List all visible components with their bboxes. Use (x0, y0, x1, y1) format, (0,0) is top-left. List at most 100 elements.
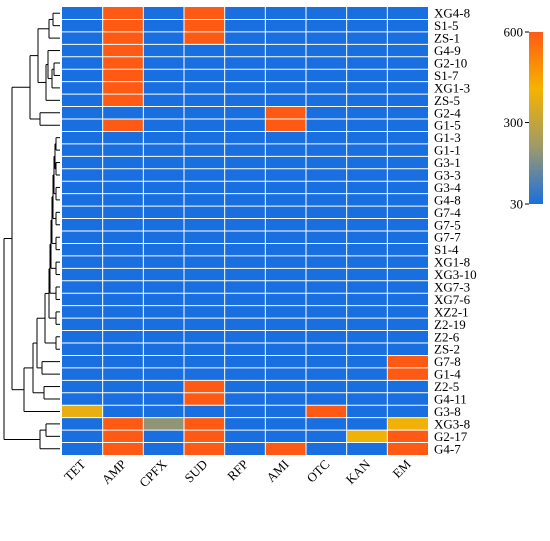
row-label: ZS-1 (434, 31, 460, 46)
heatmap-cell (265, 318, 306, 331)
heatmap-cell (62, 293, 103, 306)
heatmap-cell (306, 31, 347, 45)
heatmap-cell (224, 280, 266, 294)
heatmap-cell (62, 231, 103, 244)
row-label: G4-8 (434, 192, 461, 207)
heatmap-cell (62, 181, 103, 194)
heatmap-cell (346, 94, 388, 107)
heatmap-cell (346, 56, 388, 70)
heatmap-cell (387, 193, 428, 207)
heatmap-cell (306, 81, 347, 95)
heatmap-cell (224, 293, 266, 306)
heatmap-cell (102, 106, 144, 119)
heatmap-cell (306, 255, 347, 269)
heatmap-cell (387, 81, 428, 95)
heatmap-cell (102, 156, 144, 169)
heatmap-cell (387, 442, 428, 455)
heatmap-cell (346, 392, 388, 406)
heatmap-cell (387, 231, 428, 244)
heatmap-cell (387, 19, 428, 32)
heatmap-cell (306, 156, 347, 169)
heatmap-cell (346, 442, 388, 455)
heatmap-cell (184, 206, 225, 219)
heatmap-cell (62, 156, 103, 169)
heatmap-cell (184, 405, 225, 418)
heatmap-cell (62, 119, 103, 132)
heatmap-cell (184, 293, 225, 306)
heatmap-cell (184, 7, 225, 20)
column-labels: TET AMP CPFX SUD RFP AMI OTC KAN EM (61, 456, 414, 490)
heatmap-cell (102, 181, 144, 194)
heatmap-cell (143, 193, 184, 207)
heatmap-cell (306, 442, 347, 455)
heatmap-cell (102, 330, 144, 343)
heatmap-cell (265, 243, 306, 256)
heatmap-cell (265, 355, 306, 368)
heatmap-cell (62, 367, 103, 381)
heatmap-cell (184, 243, 225, 256)
column-label: AMI (263, 457, 291, 485)
heatmap-cell (143, 31, 184, 45)
heatmap-cell (143, 243, 184, 256)
heatmap-cell (346, 330, 388, 343)
heatmap-cell (346, 119, 388, 132)
row-label: G3-1 (434, 155, 461, 170)
heatmap-cell (346, 206, 388, 219)
heatmap-cell (224, 193, 266, 207)
heatmap-cell (346, 380, 388, 393)
row-label: G7-7 (434, 230, 461, 245)
heatmap-cell (224, 255, 266, 269)
heatmap-cell (62, 305, 103, 319)
heatmap-cell (143, 218, 184, 231)
heatmap-cell (306, 318, 347, 331)
heatmap-cell (306, 305, 347, 319)
heatmap-cell (62, 380, 103, 393)
heatmap-cell (143, 19, 184, 32)
heatmap-cell (62, 7, 103, 20)
row-label: G2-4 (434, 105, 461, 120)
heatmap-cell (143, 417, 184, 431)
heatmap-cell (224, 131, 266, 144)
heatmap-cell (62, 280, 103, 294)
heatmap-cell (62, 442, 103, 455)
heatmap-cell (387, 268, 428, 281)
heatmap-cell (102, 430, 144, 443)
heatmap-cell (265, 343, 306, 356)
heatmap-cell (306, 405, 347, 418)
heatmap-cell (102, 19, 144, 32)
heatmap-cell (224, 168, 266, 182)
heatmap-cell (346, 343, 388, 356)
heatmap-cell (102, 44, 144, 57)
heatmap-cell (306, 243, 347, 256)
row-label: G4-7 (434, 441, 461, 456)
heatmap-cell (224, 81, 266, 95)
row-label: G7-5 (434, 217, 461, 232)
heatmap-cell (224, 417, 266, 431)
heatmap-cell (62, 56, 103, 70)
heatmap-cell (184, 131, 225, 144)
heatmap-cell (306, 181, 347, 194)
heatmap-cell (306, 106, 347, 119)
row-label: S1-5 (434, 18, 459, 33)
heatmap-cell (387, 255, 428, 269)
heatmap-cell (102, 193, 144, 207)
row-label: G4-11 (434, 392, 467, 407)
heatmap-cell (102, 405, 144, 418)
heatmap-cell (265, 206, 306, 219)
heatmap-cell (184, 31, 225, 45)
heatmap-cell (265, 417, 306, 431)
heatmap-cell (306, 231, 347, 244)
heatmap-cell (102, 56, 144, 70)
heatmap-cell (184, 94, 225, 107)
heatmap-cell (224, 318, 266, 331)
heatmap-cell (387, 7, 428, 20)
heatmap-cell (184, 44, 225, 57)
heatmap-cell (102, 218, 144, 231)
heatmap-cell (265, 405, 306, 418)
heatmap-cell (224, 243, 266, 256)
heatmap-cell (62, 243, 103, 256)
heatmap-cell (224, 7, 266, 20)
heatmap-cell (143, 280, 184, 294)
heatmap-cell (62, 19, 103, 32)
colorbar-gradient (529, 32, 543, 204)
